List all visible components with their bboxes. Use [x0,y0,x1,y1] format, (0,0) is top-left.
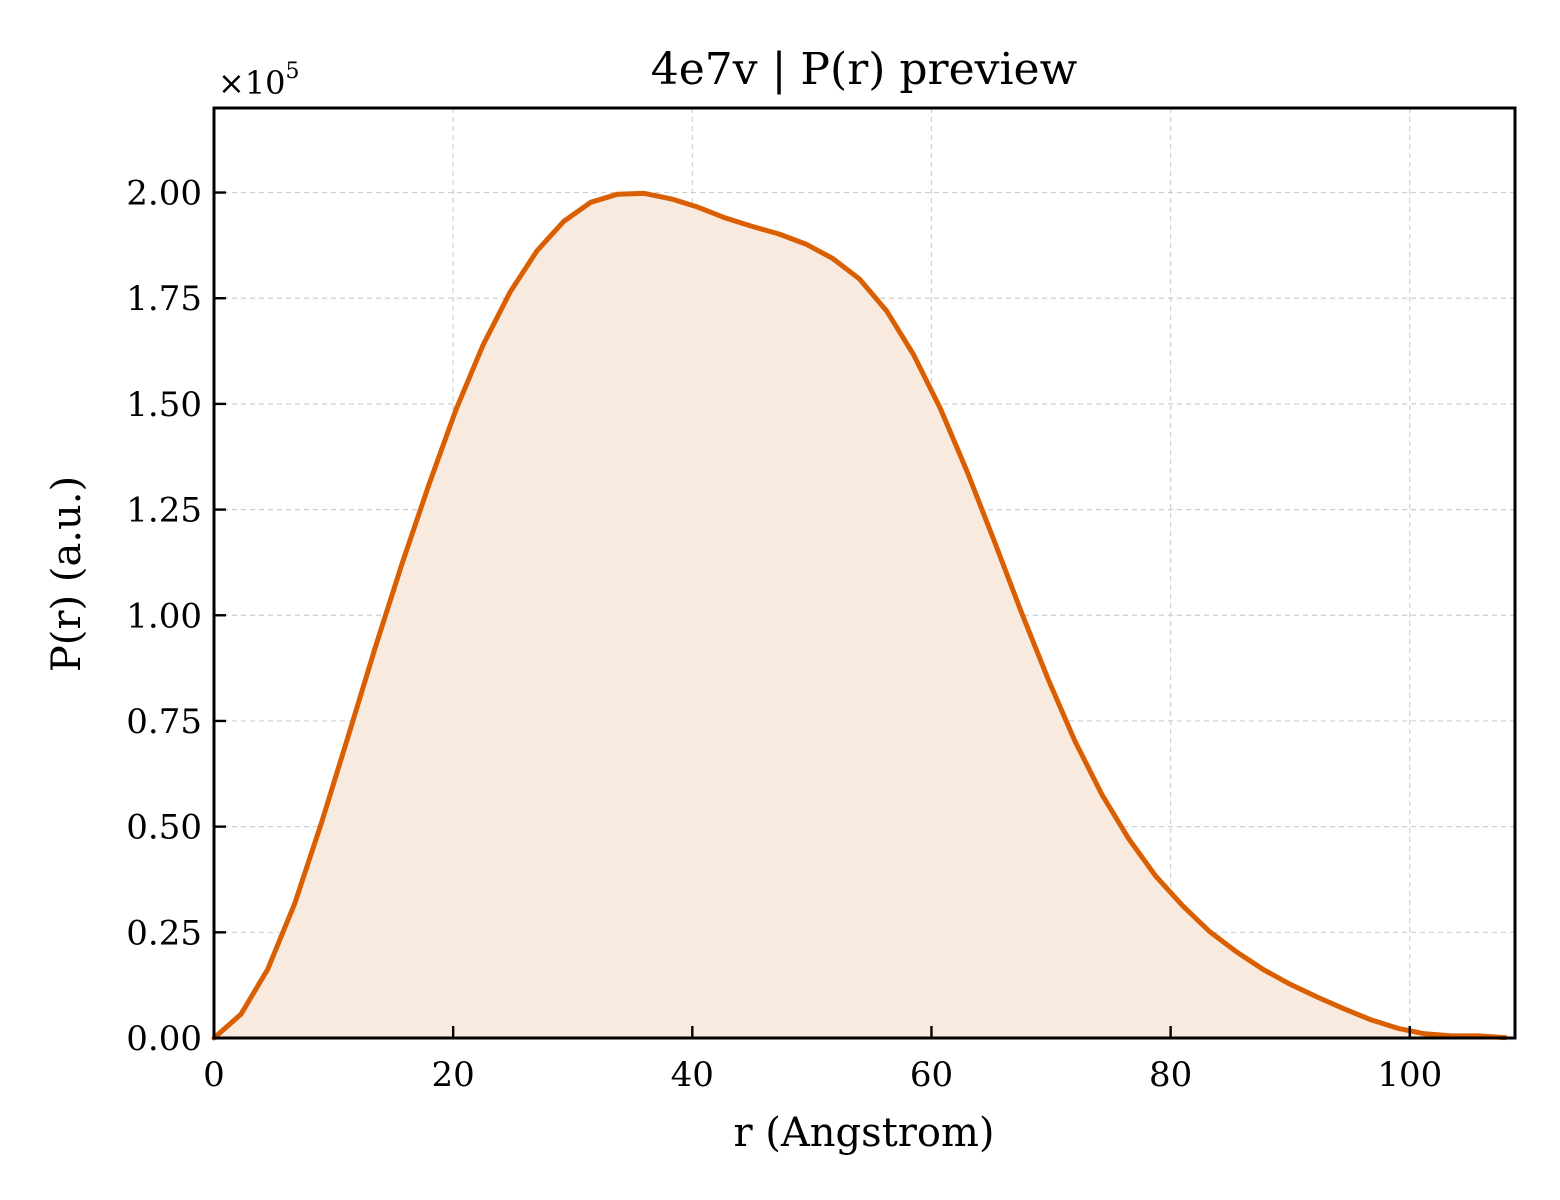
y-tick-label: 1.00 [126,596,202,636]
chart-title: 4e7v | P(r) preview [651,44,1078,95]
x-tick-label: 0 [203,1055,225,1095]
y-multiplier-base: ×10 [218,64,286,102]
y-tick-label: 0.75 [126,702,202,742]
y-tick-label: 1.75 [126,279,202,319]
plot-frame [212,106,1517,1040]
y-tick-label: 1.25 [126,491,202,531]
y-multiplier: ×105 [218,59,300,102]
x-tick-label: 40 [671,1055,714,1095]
y-tick-label: 1.50 [126,385,202,425]
x-axis-label: r (Angstrom) [733,1110,994,1156]
y-tick-label: 0.00 [126,1019,202,1059]
series-line [211,190,1508,1041]
y-tick-label: 0.50 [126,808,202,848]
y-tick-label: 2.00 [126,174,202,214]
y-tick-label: 0.25 [126,913,202,953]
x-tick-label: 20 [432,1055,475,1095]
area-fill [214,193,1506,1038]
tick-labels: 0 20 40 60 80 100 0.00 0.25 0.50 0.75 1.00 1.25 1.50… [126,174,1442,1095]
x-tick-label: 80 [1149,1055,1192,1095]
y-multiplier-exponent: 5 [286,59,300,84]
y-axis-label: P(r) (a.u.) [44,476,90,672]
x-tick-label: 60 [910,1055,953,1095]
x-tick-label: 100 [1377,1055,1442,1095]
